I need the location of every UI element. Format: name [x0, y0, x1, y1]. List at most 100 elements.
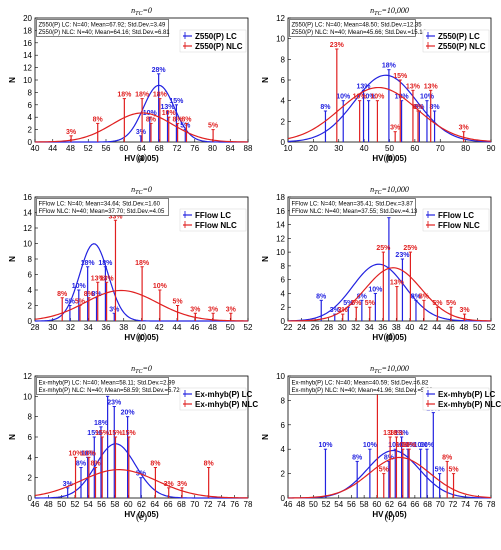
data-label: 18%: [81, 260, 96, 267]
stats-line: Z550(P) NLC: N=40; Mean=64.16; Std.Dev.=…: [39, 30, 171, 36]
x-tick-label: 44: [173, 323, 182, 332]
y-tick-label: 12: [23, 64, 32, 73]
panel-title: nTC=0: [131, 364, 152, 375]
series-lc: 3%8%10%15%18%25%23%20%5%: [34, 389, 248, 499]
x-tick-label: 30: [338, 323, 347, 332]
x-tick-label: 48: [296, 500, 305, 509]
data-label: 25%: [376, 245, 391, 252]
fit-curve: [287, 456, 492, 499]
data-label: 8%: [357, 293, 368, 300]
stats-line: Z550(P) NLC: N=40; Mean=45.66; Std.Dev.=…: [292, 30, 427, 36]
legend-box: [422, 208, 490, 232]
x-tick-label: 70: [436, 144, 445, 153]
data-label: 10%: [414, 442, 429, 449]
data-label: 3%: [330, 307, 341, 314]
x-tick-label: 50: [473, 323, 482, 332]
legend-label: Ex-mhyb(P) LC: [195, 390, 253, 399]
x-tick-label: 30: [48, 323, 57, 332]
y-tick-label: 0: [28, 317, 33, 326]
x-axis-label: HV (0.05): [372, 333, 407, 342]
y-tick-label: 12: [23, 224, 32, 233]
fit-curve: [34, 469, 249, 499]
x-tick-label: 56: [102, 144, 111, 153]
data-label: 33%: [108, 213, 123, 220]
stats-line: Ex-mhyb(P) NLC: N=40; Mean=41.96; Std.De…: [292, 388, 434, 394]
y-tick-label: 14: [23, 209, 32, 218]
panel-caption: (b): [384, 153, 396, 164]
x-tick-label: 84: [226, 144, 235, 153]
y-tick-label: 0: [281, 138, 286, 147]
data-label: 15%: [108, 430, 123, 437]
data-label: 5%: [351, 300, 362, 307]
y-tick-label: 16: [23, 193, 32, 202]
data-label: 10%: [353, 94, 368, 101]
x-axis-label: HV (0.05): [124, 333, 159, 342]
panel-title: nTC=10,000: [370, 364, 409, 375]
y-tick-label: 0: [281, 317, 286, 326]
panel-title: nTC=0: [131, 185, 152, 196]
fit-curve: [34, 112, 249, 143]
data-label: 5%: [343, 300, 354, 307]
y-tick-label: 10: [23, 392, 32, 401]
y-tick-label: 8: [28, 413, 33, 422]
x-tick-label: 70: [190, 500, 199, 509]
chart-panel-e: nTC=046 48 50 52 54 56 58 60 62 64 66 68 70 72 74 76 780…: [8, 364, 258, 523]
x-tick-label: 32: [351, 323, 360, 332]
y-tick-label: 6: [281, 276, 286, 285]
x-tick-label: 40: [405, 323, 414, 332]
legend-label: Z550(P) NLC: [195, 42, 243, 51]
y-axis-label: N: [261, 434, 270, 440]
x-tick-label: 60: [372, 500, 381, 509]
x-tick-label: 44: [432, 323, 441, 332]
stats-line: Z550(P) LC: N=40; Mean=67.92; Std.Dev.=3…: [39, 23, 166, 29]
legend-box: [179, 387, 247, 411]
y-tick-label: 10: [23, 76, 32, 85]
data-label: 10%: [388, 442, 403, 449]
x-tick-label: 68: [177, 500, 186, 509]
x-tick-label: 50: [309, 500, 318, 509]
data-label: 10%: [396, 442, 411, 449]
y-tick-label: 12: [276, 14, 285, 23]
x-tick-label: 56: [97, 500, 106, 509]
x-tick-label: 28: [31, 323, 40, 332]
x-tick-label: 40: [137, 323, 146, 332]
x-tick-label: 46: [31, 500, 40, 509]
x-tick-label: 46: [446, 323, 455, 332]
x-tick-label: 78: [244, 500, 253, 509]
x-tick-label: 60: [124, 500, 133, 509]
x-axis-label: HV (0.05): [372, 510, 407, 519]
y-tick-label: 20: [23, 14, 32, 23]
data-label: 25%: [403, 245, 418, 252]
x-tick-label: 68: [423, 500, 432, 509]
stats-line: FFlow LC: N=40; Mean=35.41; Std.Dev.=3.8…: [292, 202, 414, 208]
x-tick-label: 38: [392, 323, 401, 332]
data-label: 8%: [84, 291, 95, 298]
x-tick-label: 90: [487, 144, 496, 153]
legend-label: Z550(P) LC: [195, 32, 237, 41]
data-label: 13%: [357, 83, 372, 90]
data-label: 5%: [173, 299, 184, 306]
stats-line: Ex-mhyb(P) LC: N=40; Mean=58.11; Std.Dev…: [39, 381, 176, 387]
data-label: 5%: [432, 300, 443, 307]
data-label: 3%: [136, 129, 147, 136]
y-tick-label: 6: [28, 433, 33, 442]
data-label: 20%: [121, 410, 136, 417]
y-tick-label: 12: [276, 234, 285, 243]
data-label: 5%: [446, 300, 457, 307]
x-tick-label: 34: [84, 323, 93, 332]
x-tick-label: 76: [230, 500, 239, 509]
x-tick-label: 26: [311, 323, 320, 332]
data-label: 5%: [448, 467, 459, 474]
data-label: 8%: [173, 116, 184, 123]
data-label: 10%: [82, 450, 97, 457]
x-tick-label: 58: [110, 500, 119, 509]
legend-box: [179, 208, 247, 232]
data-label: 8%: [411, 293, 422, 300]
data-label: 3%: [66, 129, 77, 136]
x-tick-label: 50: [385, 144, 394, 153]
data-label: 10%: [162, 110, 177, 117]
data-label: 3%: [390, 125, 401, 132]
data-label: 15%: [95, 430, 110, 437]
y-tick-label: 8: [28, 255, 33, 264]
x-tick-label: 52: [84, 144, 93, 153]
